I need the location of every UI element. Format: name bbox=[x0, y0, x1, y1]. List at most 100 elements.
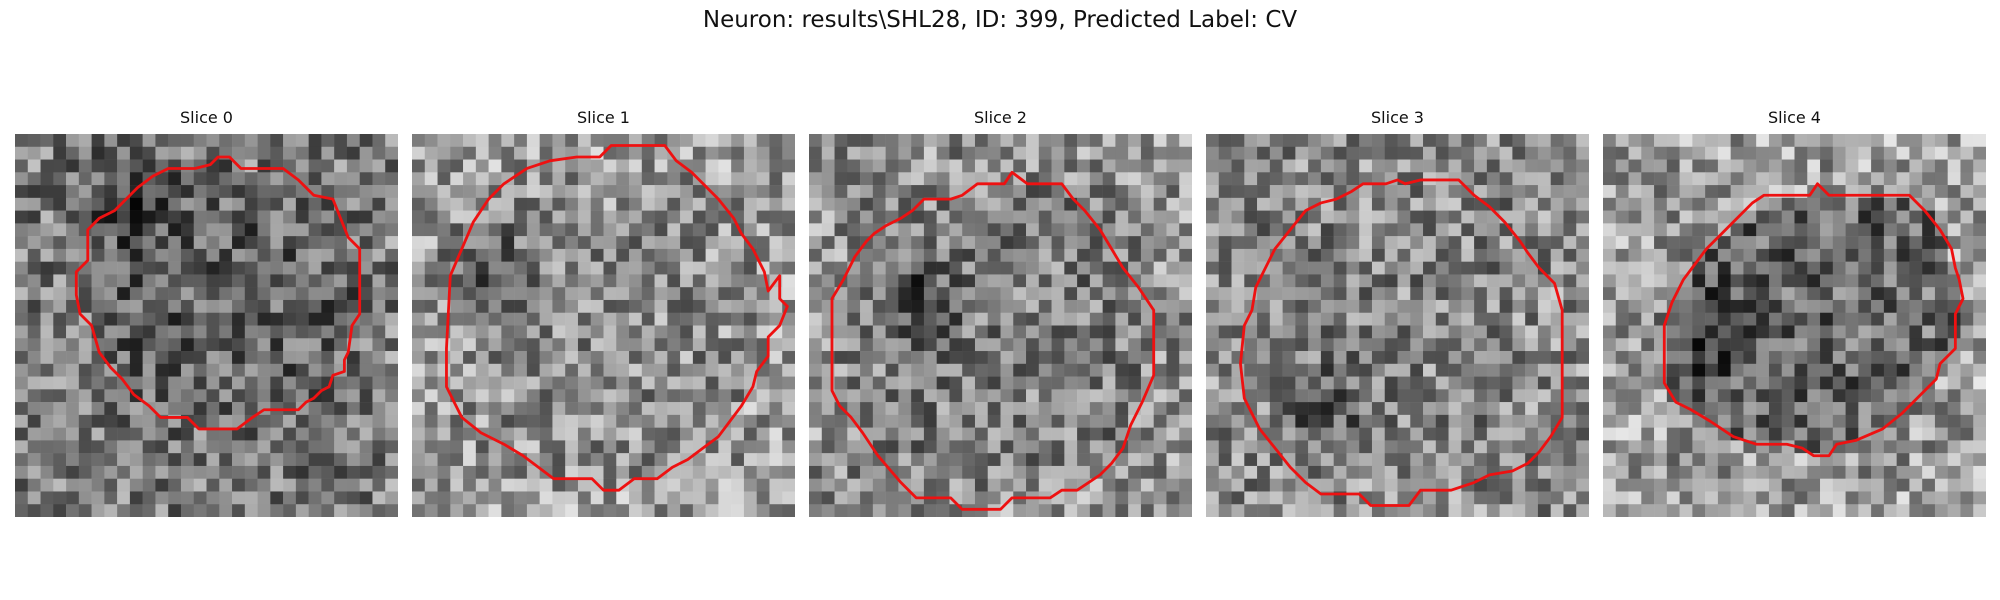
image-pixel bbox=[1013, 504, 1027, 517]
image-pixel bbox=[1615, 287, 1629, 301]
image-pixel bbox=[1295, 261, 1309, 275]
image-pixel bbox=[295, 197, 309, 211]
image-pixel bbox=[1461, 248, 1475, 262]
image-pixel bbox=[731, 172, 745, 186]
image-pixel bbox=[1295, 389, 1309, 403]
image-pixel bbox=[1781, 159, 1795, 173]
image-pixel bbox=[1717, 427, 1731, 441]
image-pixel bbox=[821, 453, 835, 467]
image-pixel bbox=[1768, 402, 1782, 416]
image-pixel bbox=[1486, 478, 1500, 492]
image-pixel bbox=[1615, 440, 1629, 454]
image-pixel bbox=[1794, 376, 1808, 390]
image-pixel bbox=[295, 325, 309, 339]
image-pixel bbox=[1153, 402, 1167, 416]
image-pixel bbox=[949, 440, 963, 454]
image-pixel bbox=[743, 210, 757, 224]
image-pixel bbox=[1871, 210, 1885, 224]
image-pixel bbox=[1717, 172, 1731, 186]
image-pixel bbox=[193, 376, 207, 390]
image-pixel bbox=[590, 197, 604, 211]
image-pixel bbox=[501, 248, 515, 262]
image-pixel bbox=[129, 440, 143, 454]
image-pixel bbox=[424, 351, 438, 365]
image-pixel bbox=[1231, 414, 1245, 428]
image-pixel bbox=[1525, 338, 1539, 352]
image-pixel bbox=[782, 210, 795, 224]
image-pixel bbox=[603, 453, 617, 467]
image-pixel bbox=[270, 325, 284, 339]
image-pixel bbox=[1282, 338, 1296, 352]
image-pixel bbox=[718, 159, 732, 173]
image-pixel bbox=[949, 261, 963, 275]
image-pixel bbox=[424, 414, 438, 428]
image-pixel bbox=[1474, 248, 1488, 262]
image-pixel bbox=[616, 414, 630, 428]
image-pixel bbox=[168, 504, 182, 517]
image-pixel bbox=[1269, 197, 1283, 211]
image-pixel bbox=[424, 287, 438, 301]
image-pixel bbox=[565, 504, 579, 517]
image-pixel bbox=[206, 376, 220, 390]
image-pixel bbox=[91, 159, 105, 173]
image-pixel bbox=[731, 261, 745, 275]
image-pixel bbox=[308, 427, 322, 441]
image-pixel bbox=[1077, 185, 1091, 199]
image-pixel bbox=[1435, 389, 1449, 403]
image-pixel bbox=[206, 299, 220, 313]
image-pixel bbox=[1077, 427, 1091, 441]
image-pixel bbox=[1576, 287, 1589, 301]
image-pixel bbox=[1231, 299, 1245, 313]
image-pixel bbox=[731, 389, 745, 403]
image-pixel bbox=[27, 389, 41, 403]
image-pixel bbox=[1206, 465, 1220, 479]
image-pixel bbox=[450, 325, 464, 339]
image-pixel bbox=[705, 223, 719, 237]
image-pixel bbox=[1499, 453, 1513, 467]
image-pixel bbox=[1486, 504, 1500, 517]
image-pixel bbox=[40, 312, 54, 326]
image-pixel bbox=[1730, 440, 1744, 454]
image-pixel bbox=[1922, 325, 1936, 339]
image-pixel bbox=[1474, 159, 1488, 173]
image-pixel bbox=[463, 261, 477, 275]
image-pixel bbox=[27, 299, 41, 313]
image-pixel bbox=[283, 236, 297, 250]
image-pixel bbox=[782, 274, 795, 288]
image-pixel bbox=[962, 414, 976, 428]
image-pixel bbox=[654, 351, 668, 365]
image-pixel bbox=[1845, 465, 1859, 479]
image-pixel bbox=[1820, 261, 1834, 275]
image-pixel bbox=[1153, 465, 1167, 479]
image-pixel bbox=[1947, 185, 1961, 199]
image-pixel bbox=[577, 453, 591, 467]
image-pixel bbox=[1679, 185, 1693, 199]
image-pixel bbox=[1603, 159, 1617, 173]
image-pixel bbox=[629, 299, 643, 313]
image-pixel bbox=[1333, 172, 1347, 186]
image-pixel bbox=[1371, 146, 1385, 160]
image-pixel bbox=[731, 414, 745, 428]
image-pixel bbox=[78, 351, 92, 365]
image-pixel bbox=[1166, 210, 1180, 224]
image-pixel bbox=[1461, 440, 1475, 454]
image-pixel bbox=[117, 504, 131, 517]
image-pixel bbox=[1486, 453, 1500, 467]
image-pixel bbox=[577, 197, 591, 211]
image-pixel bbox=[769, 427, 783, 441]
image-pixel bbox=[270, 363, 284, 377]
image-pixel bbox=[1089, 325, 1103, 339]
image-pixel bbox=[1781, 427, 1795, 441]
image-pixel bbox=[78, 223, 92, 237]
image-pixel bbox=[1563, 287, 1577, 301]
image-pixel bbox=[860, 312, 874, 326]
image-pixel bbox=[1832, 427, 1846, 441]
image-pixel bbox=[346, 402, 360, 416]
image-pixel bbox=[834, 134, 848, 148]
image-pixel bbox=[1550, 465, 1564, 479]
image-pixel bbox=[1153, 159, 1167, 173]
image-pixel bbox=[412, 172, 426, 186]
image-pixel bbox=[1038, 210, 1052, 224]
image-pixel bbox=[936, 389, 950, 403]
image-pixel bbox=[898, 351, 912, 365]
